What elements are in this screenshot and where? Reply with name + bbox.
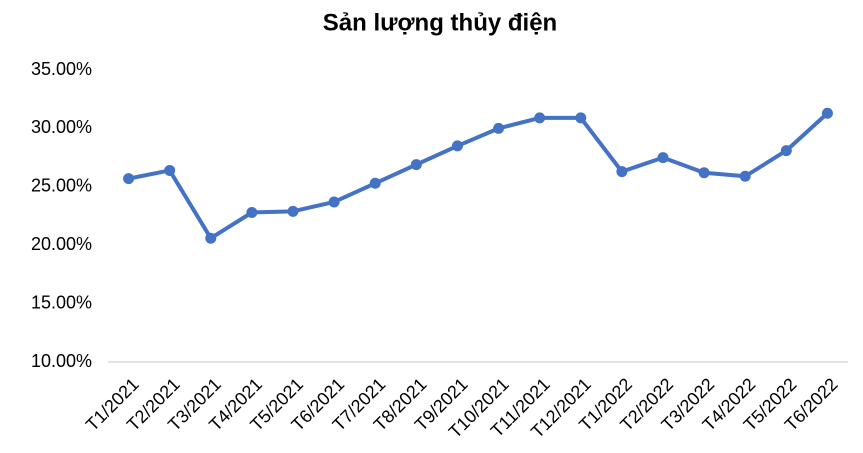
- y-tick-label: 20.00%: [31, 234, 92, 254]
- data-point: [821, 107, 833, 119]
- y-tick-label: 15.00%: [31, 292, 92, 312]
- data-point: [657, 152, 669, 164]
- y-tick-label: 10.00%: [31, 351, 92, 371]
- data-point: [575, 112, 587, 124]
- data-point: [493, 122, 505, 134]
- data-point: [739, 170, 751, 182]
- data-point: [369, 177, 381, 189]
- data-line: [128, 111, 829, 241]
- data-point: [780, 145, 792, 157]
- data-point: [328, 196, 340, 208]
- data-point: [698, 167, 710, 179]
- data-point: [410, 159, 422, 171]
- chart-title: Sản lượng thủy điện: [323, 9, 557, 36]
- data-point: [123, 173, 135, 185]
- y-tick-label: 25.00%: [31, 176, 92, 196]
- data-point: [451, 140, 463, 152]
- y-tick-label: 35.00%: [31, 59, 92, 79]
- data-point: [205, 232, 217, 244]
- data-point: [246, 206, 258, 218]
- data-point: [164, 164, 176, 176]
- data-point: [534, 112, 546, 124]
- data-point: [287, 205, 299, 217]
- y-tick-label: 30.00%: [31, 117, 92, 137]
- data-point: [616, 166, 628, 178]
